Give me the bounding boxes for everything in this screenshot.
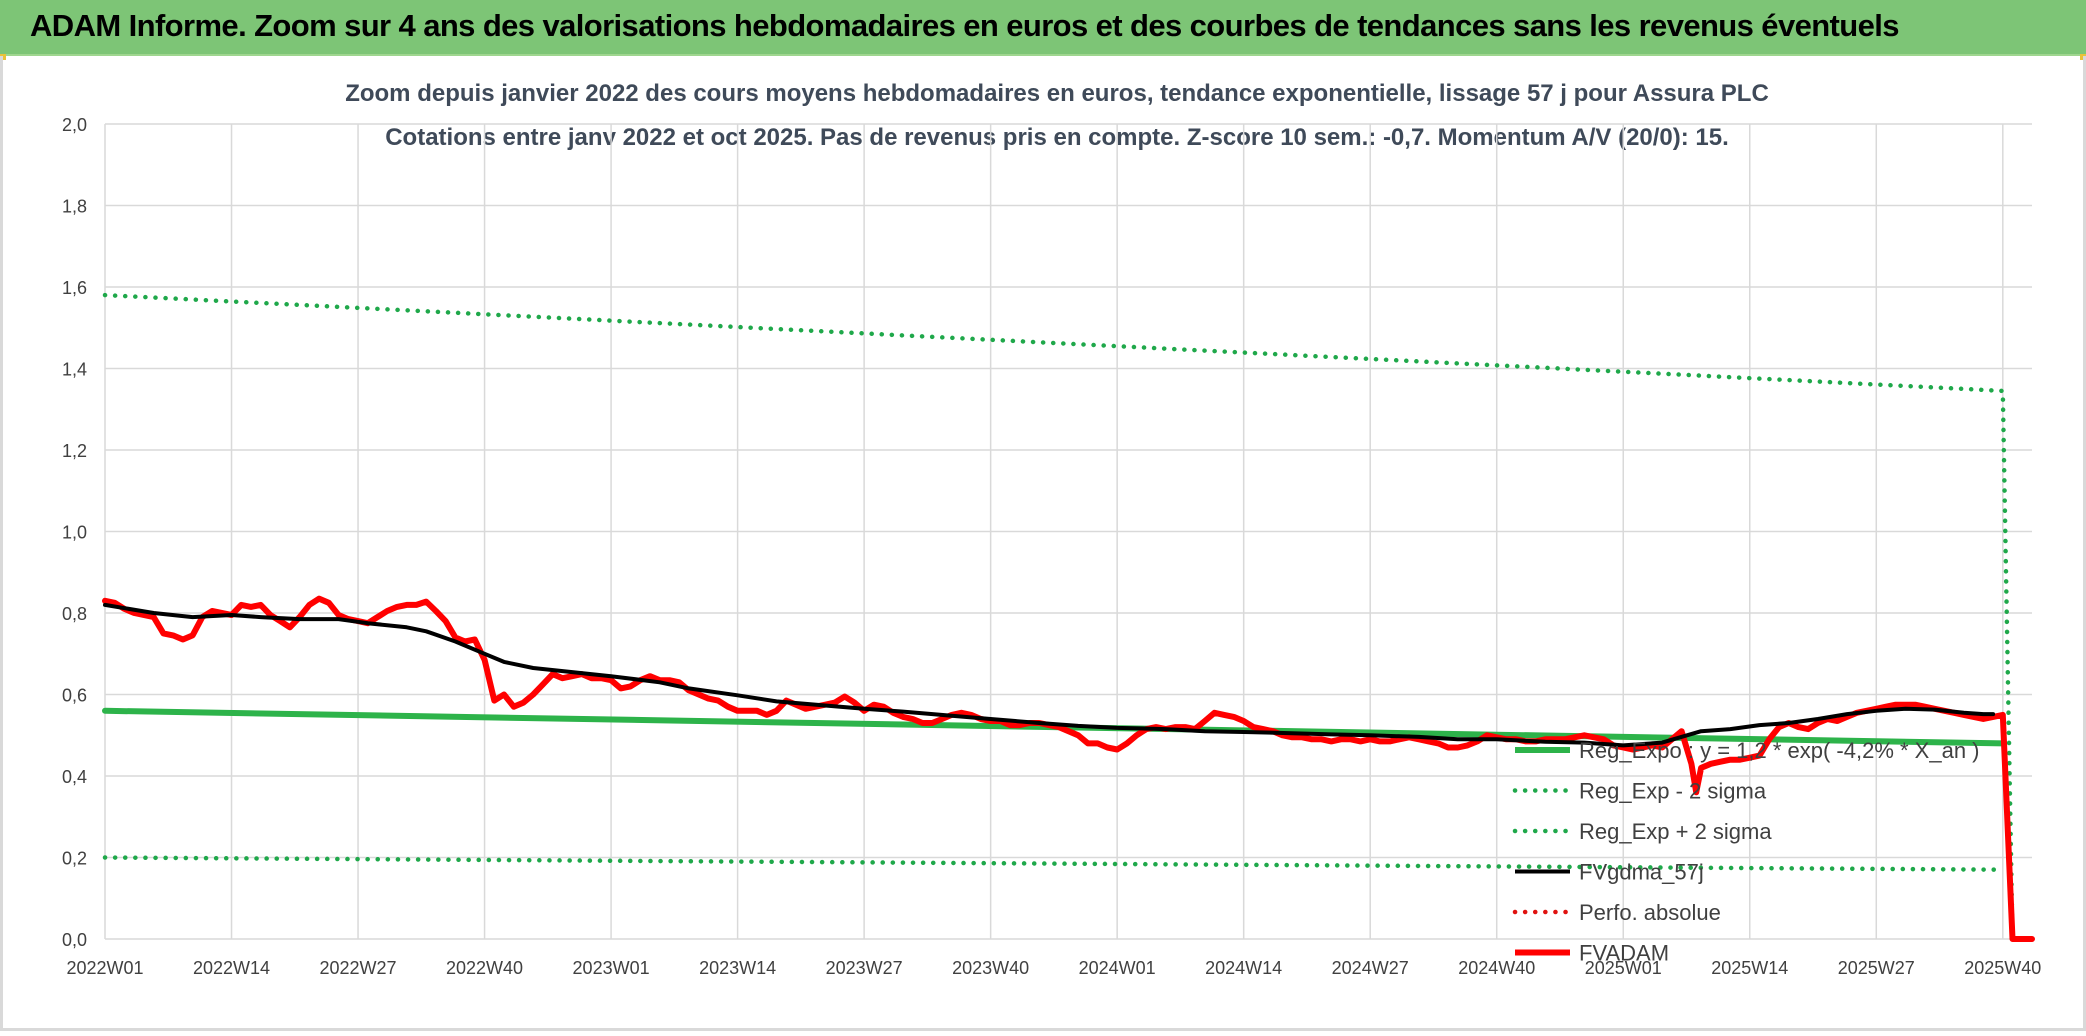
x-tick-label: 2024W27 <box>1332 958 1409 978</box>
y-tick-label: 1,2 <box>62 441 87 461</box>
legend-label: Reg_Exp + 2 sigma <box>1579 819 1772 844</box>
banner-title: ADAM Informe. Zoom sur 4 ans des valoris… <box>30 8 1900 43</box>
gridlines <box>104 123 2032 940</box>
series-layer <box>102 292 2035 942</box>
y-tick-label: 0,6 <box>62 686 87 706</box>
y-tick-label: 1,6 <box>62 278 87 298</box>
x-tick-label: 2024W01 <box>1079 958 1156 978</box>
chart-area: Zoom depuis janvier 2022 des cours moyen… <box>0 56 2086 1031</box>
corner-marker-left <box>0 54 6 60</box>
series-line-reg-exp <box>102 855 2006 872</box>
x-tick-label: 2024W40 <box>1458 958 1535 978</box>
series-line-fvgdma-57j <box>103 602 1996 748</box>
y-axis-tick-labels: 2,0 1,8 1,6 1,4 1,2 1,0 0,8 0,6 0,4 0,2 0,0 <box>62 115 87 950</box>
chart-title: Zoom depuis janvier 2022 des cours moyen… <box>345 80 1769 107</box>
line-chart: Zoom depuis janvier 2022 des cours moyen… <box>62 80 2041 978</box>
x-tick-label: 2025W14 <box>1711 958 1788 978</box>
legend-label: FVgdma_57j <box>1579 860 1704 885</box>
x-tick-label: 2023W14 <box>699 958 776 978</box>
chart-subtitle: Cotations entre janv 2022 et oct 2025. P… <box>385 124 1729 151</box>
chart-frame <box>0 56 2086 1031</box>
series-line-reg-exp <box>102 292 2015 942</box>
x-tick-label: 2024W14 <box>1205 958 1282 978</box>
x-tick-label: 2022W27 <box>320 958 397 978</box>
x-tick-label: 2022W01 <box>66 958 143 978</box>
x-tick-label: 2023W40 <box>952 958 1029 978</box>
x-tick-label: 2025W40 <box>1964 958 2041 978</box>
y-tick-label: 0,2 <box>62 849 87 869</box>
y-tick-label: 0,8 <box>62 604 87 624</box>
y-tick-label: 0,4 <box>62 767 87 787</box>
x-tick-label: 2023W27 <box>826 958 903 978</box>
y-tick-label: 1,4 <box>62 360 87 380</box>
y-tick-label: 2,0 <box>62 115 87 135</box>
title-banner: ADAM Informe. Zoom sur 4 ans des valoris… <box>0 0 2086 56</box>
series-line-fvadam <box>102 595 2035 942</box>
y-tick-label: 1,8 <box>62 197 87 217</box>
y-tick-label: 1,0 <box>62 523 87 543</box>
x-tick-label: 2023W01 <box>573 958 650 978</box>
x-tick-label: 2022W14 <box>193 958 270 978</box>
legend: Reg_Expo : y = 1,2 * exp( -4,2% * X_an )… <box>1512 738 1980 966</box>
x-axis-tick-labels: 2022W01 2022W14 2022W27 2022W40 2023W01 2023W… <box>66 958 2041 978</box>
legend-label: Reg_Exp - 2 sigma <box>1579 779 1767 804</box>
x-tick-label: 2022W40 <box>446 958 523 978</box>
x-tick-label: 2025W01 <box>1585 958 1662 978</box>
legend-label: Perfo. absolue <box>1579 900 1721 925</box>
legend-label: Reg_Expo : y = 1,2 * exp( -4,2% * X_an ) <box>1579 738 1980 763</box>
y-tick-label: 0,0 <box>62 930 87 950</box>
x-tick-label: 2025W27 <box>1838 958 1915 978</box>
legend-label: FVADAM <box>1579 941 1669 966</box>
